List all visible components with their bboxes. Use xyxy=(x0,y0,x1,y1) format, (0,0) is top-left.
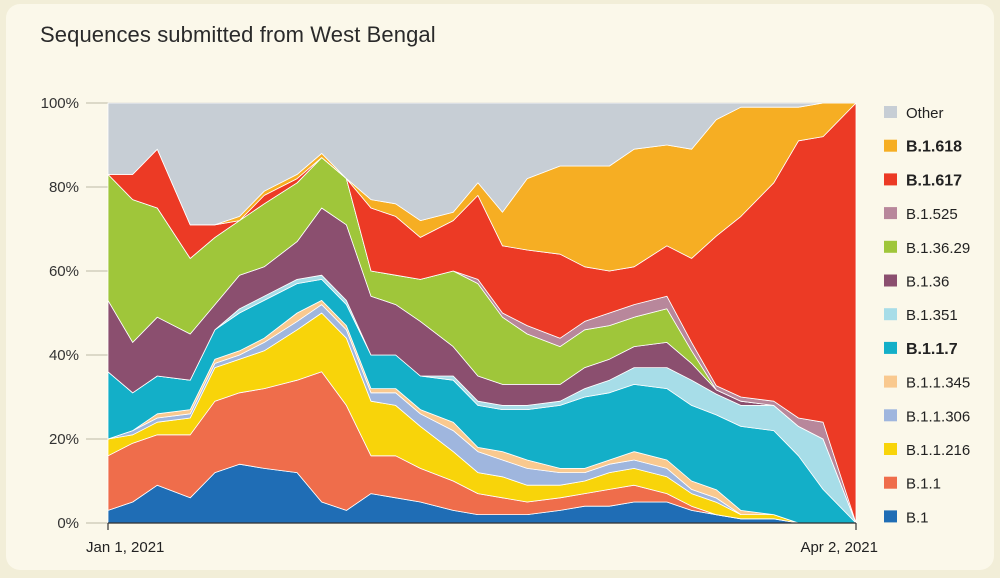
legend-swatch xyxy=(884,476,897,489)
legend-label: B.1.36 xyxy=(906,274,949,291)
legend-swatch xyxy=(884,375,897,388)
legend-swatch xyxy=(884,173,897,186)
x-tick-label-start: Jan 1, 2021 xyxy=(86,539,164,556)
x-tick-label-end: Apr 2, 2021 xyxy=(800,539,878,556)
y-tick-label: 20% xyxy=(49,431,79,448)
y-tick-label: 80% xyxy=(49,179,79,196)
legend-label: B.1.351 xyxy=(906,307,958,324)
legend-label: B.1.1.7 xyxy=(906,341,958,358)
y-axis: 0% 20% 40% 60% 80% 100% xyxy=(41,95,79,532)
legend-swatch xyxy=(884,106,897,118)
legend-swatch xyxy=(884,409,897,422)
chart-title: Sequences submitted from West Bengal xyxy=(40,22,436,47)
y-tick-label: 40% xyxy=(49,347,79,364)
y-tick-label: 60% xyxy=(49,263,79,280)
legend-label: B.1.618 xyxy=(906,139,962,156)
legend-label: B.1.525 xyxy=(906,206,958,223)
legend-label: B.1 xyxy=(906,509,929,526)
y-tick-label: 100% xyxy=(41,95,79,112)
legend-swatch xyxy=(884,139,897,152)
y-tick-label: 0% xyxy=(57,515,79,532)
x-axis: Jan 1, 2021 Apr 2, 2021 xyxy=(86,522,878,556)
legend-swatch xyxy=(884,308,897,321)
legend-swatch xyxy=(884,341,897,354)
legend-label: Other xyxy=(906,105,944,122)
area-series-other xyxy=(107,102,857,226)
legend-swatch xyxy=(884,207,897,220)
legend-swatch xyxy=(884,510,897,523)
legend-swatch xyxy=(884,443,897,455)
legend-label: B.1.1.216 xyxy=(906,442,970,459)
legend-label: B.1.1.306 xyxy=(906,408,970,425)
legend-label: B.1.617 xyxy=(906,172,962,189)
legend-label: B.1.1.345 xyxy=(906,375,970,392)
legend-swatch xyxy=(884,274,897,287)
legend-label: B.1.1 xyxy=(906,476,941,493)
legend-swatch xyxy=(884,240,897,253)
legend: Other B.1.618 B.1.617 B.1.525 B.1.36.29 B.1.3… xyxy=(884,105,970,526)
legend-label: B.1.36.29 xyxy=(906,240,970,257)
area-series-group xyxy=(107,102,857,524)
